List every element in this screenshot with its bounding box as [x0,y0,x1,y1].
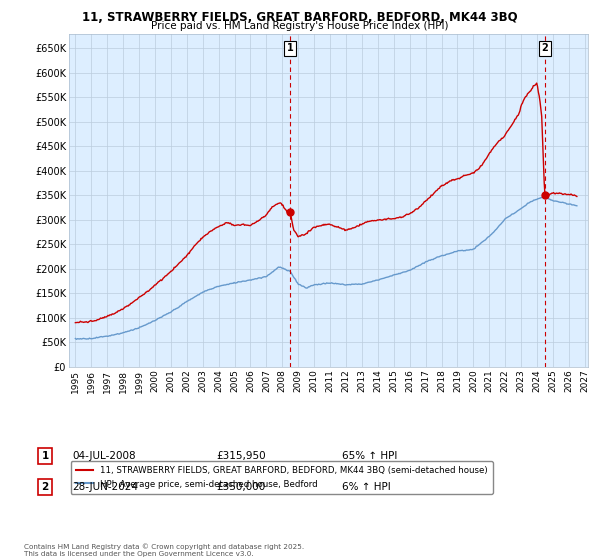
Text: Price paid vs. HM Land Registry's House Price Index (HPI): Price paid vs. HM Land Registry's House … [151,21,449,31]
Text: 11, STRAWBERRY FIELDS, GREAT BARFORD, BEDFORD, MK44 3BQ: 11, STRAWBERRY FIELDS, GREAT BARFORD, BE… [82,11,518,24]
Text: 1: 1 [287,44,293,53]
Text: £315,950: £315,950 [216,451,266,461]
Text: Contains HM Land Registry data © Crown copyright and database right 2025.
This d: Contains HM Land Registry data © Crown c… [24,544,304,557]
Text: 2: 2 [541,44,548,53]
Text: £350,000: £350,000 [216,482,265,492]
Legend: 11, STRAWBERRY FIELDS, GREAT BARFORD, BEDFORD, MK44 3BQ (semi-detached house), H: 11, STRAWBERRY FIELDS, GREAT BARFORD, BE… [71,461,493,494]
Text: 04-JUL-2008: 04-JUL-2008 [72,451,136,461]
Text: 6% ↑ HPI: 6% ↑ HPI [342,482,391,492]
Text: 65% ↑ HPI: 65% ↑ HPI [342,451,397,461]
Text: 28-JUN-2024: 28-JUN-2024 [72,482,138,492]
Text: 1: 1 [41,451,49,461]
Text: 2: 2 [41,482,49,492]
